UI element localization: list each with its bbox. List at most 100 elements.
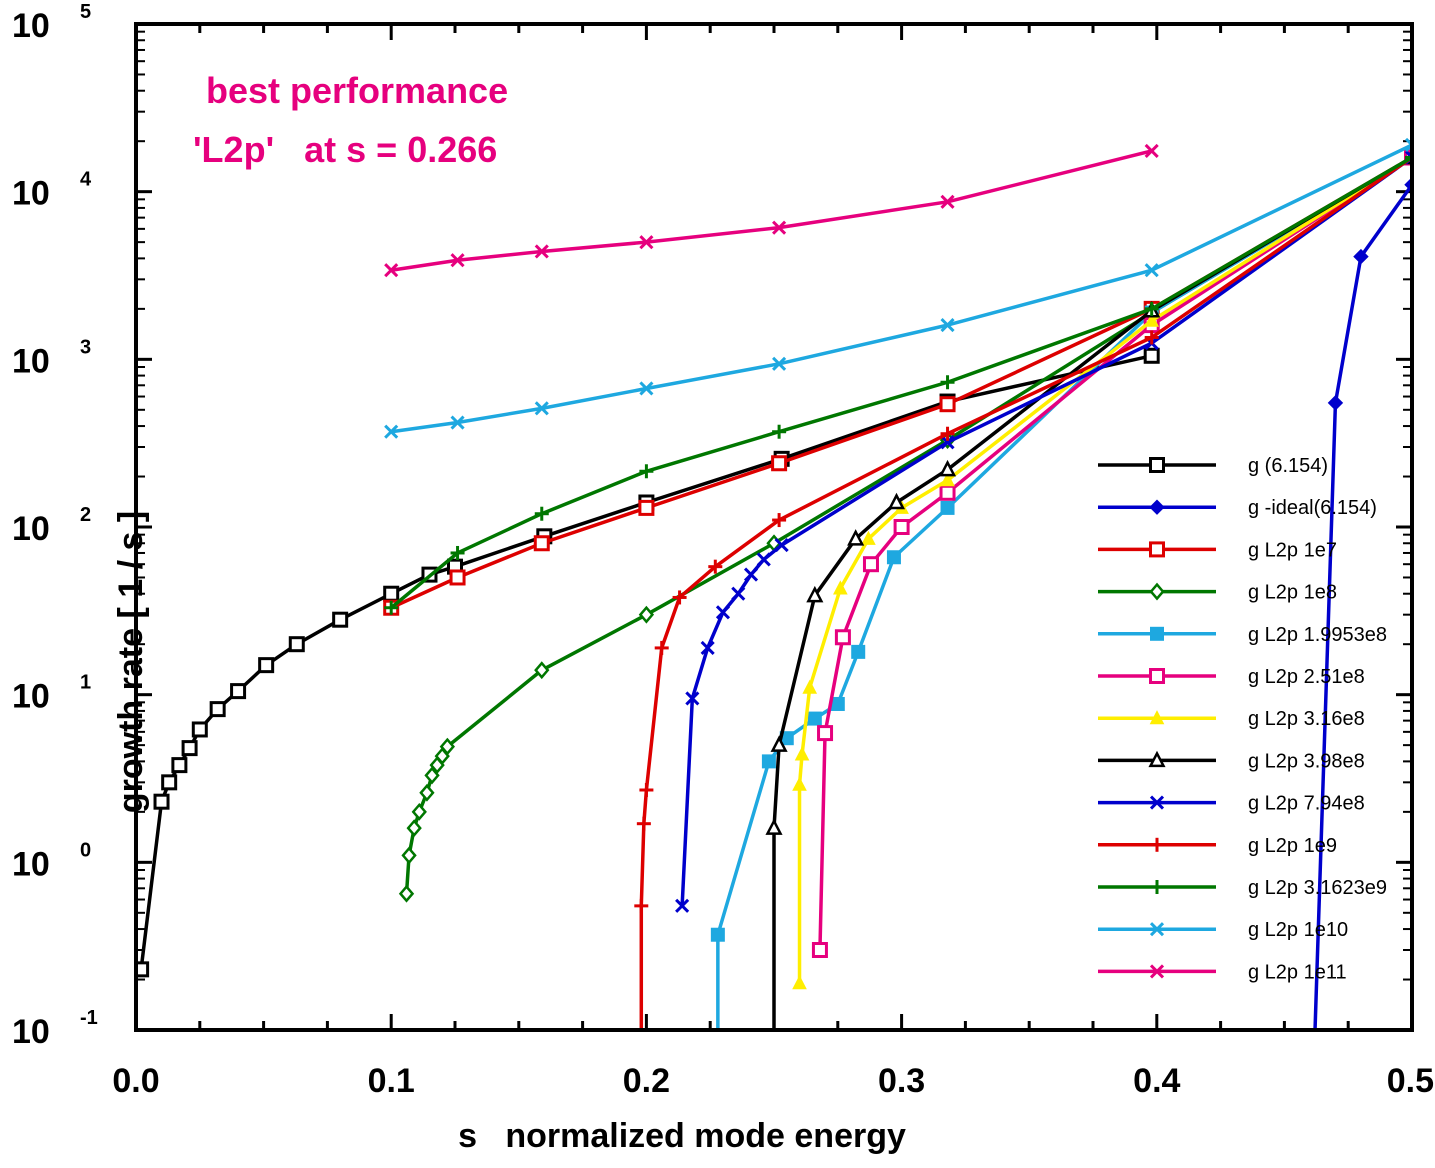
data-point xyxy=(710,927,725,942)
data-point xyxy=(756,552,771,567)
data-point xyxy=(792,776,807,791)
data-point xyxy=(765,818,783,835)
legend-label: g L2p 1e10 xyxy=(1248,919,1348,941)
legend-item: g -ideal(6.154) xyxy=(1098,497,1377,519)
legend-item: g L2p 3.1623e9 xyxy=(1098,877,1387,899)
data-point xyxy=(830,696,845,711)
data-point xyxy=(772,513,787,528)
x-tick-label: 0.1 xyxy=(368,1062,415,1100)
y-tick-exponent: 3 xyxy=(80,336,91,358)
data-point xyxy=(1144,301,1159,316)
data-point xyxy=(794,746,810,761)
data-point xyxy=(792,975,807,990)
data-point xyxy=(771,455,788,472)
data-point xyxy=(639,783,654,798)
legend: g (6.154) g -ideal(6.154) g L2p 1e7 g L2p 1… xyxy=(1098,455,1387,983)
data-point xyxy=(639,235,654,250)
series-line xyxy=(390,155,1412,610)
series-line xyxy=(390,155,1412,610)
data-point xyxy=(450,253,465,268)
data-point xyxy=(209,701,226,718)
series-4 xyxy=(710,150,1412,1030)
y-tick-label: 10 xyxy=(12,510,50,548)
legend-item: g L2p 3.98e8 xyxy=(1098,750,1365,772)
legend-label: g L2p 1e9 xyxy=(1248,835,1337,857)
data-point xyxy=(940,472,955,487)
data-point xyxy=(639,381,654,396)
data-point xyxy=(288,636,305,653)
y-tick-label: 10 xyxy=(12,342,50,380)
y-tick-label: 10 xyxy=(12,1013,50,1051)
data-point xyxy=(770,735,788,752)
y-tick-label: 10 xyxy=(12,175,50,213)
legend-item: g (6.154) xyxy=(1098,455,1328,477)
legend-label: g L2p 1.9953e8 xyxy=(1248,624,1387,646)
series-3 xyxy=(398,148,1412,903)
data-point-legend xyxy=(1149,922,1165,937)
series-6 xyxy=(792,149,1412,990)
data-point xyxy=(384,263,399,278)
data-point xyxy=(940,194,955,209)
y-axis-title: growth rate [ 1 / s ] xyxy=(112,511,150,813)
series-line xyxy=(390,149,1153,272)
data-point xyxy=(938,459,957,477)
x-tick-label: 0.0 xyxy=(112,1062,159,1100)
data-point xyxy=(940,426,955,441)
data-point xyxy=(939,484,956,501)
data-point xyxy=(772,220,787,235)
data-point xyxy=(685,691,700,706)
data-point-legend xyxy=(1149,668,1165,684)
data-point xyxy=(1144,312,1160,327)
data-point xyxy=(161,774,178,791)
data-point-legend xyxy=(1150,837,1164,852)
data-point xyxy=(1353,248,1369,265)
x-tick-label: 0.3 xyxy=(878,1062,925,1100)
data-point-legend xyxy=(1149,582,1165,601)
series-line xyxy=(390,143,1412,434)
legend-item: g L2p 1e10 xyxy=(1098,919,1348,941)
data-point xyxy=(1144,330,1159,345)
data-point xyxy=(807,711,822,726)
data-point xyxy=(772,424,787,439)
data-point xyxy=(384,424,399,439)
data-point xyxy=(638,499,655,516)
data-point xyxy=(893,519,910,535)
data-point xyxy=(1405,150,1412,165)
data-point xyxy=(450,545,465,560)
data-point xyxy=(708,559,723,574)
data-point xyxy=(384,600,399,615)
legend-label: g L2p 3.1623e9 xyxy=(1248,877,1387,899)
data-point xyxy=(731,586,746,601)
data-point xyxy=(383,585,400,602)
data-point xyxy=(191,721,208,738)
data-point xyxy=(1143,347,1160,364)
data-point xyxy=(406,819,422,838)
legend-item: g L2p 7.94e8 xyxy=(1098,793,1365,815)
x-axis-title: s normalized mode energy xyxy=(458,1117,906,1155)
data-point xyxy=(675,898,690,913)
data-point xyxy=(424,766,440,785)
data-point xyxy=(1404,137,1412,152)
data-point xyxy=(419,783,435,802)
data-point xyxy=(230,683,247,700)
data-point xyxy=(654,640,669,655)
data-point xyxy=(847,529,865,546)
series-11 xyxy=(384,137,1412,439)
data-point xyxy=(886,550,901,565)
data-point xyxy=(136,961,150,978)
legend-label: g L2p 3.16e8 xyxy=(1248,708,1365,730)
legend-item: g L2p 1e8 xyxy=(1098,582,1337,604)
data-point xyxy=(1327,395,1344,411)
legend-label: g L2p 1e7 xyxy=(1248,539,1337,561)
data-point-legend xyxy=(1149,541,1165,558)
data-point xyxy=(772,356,787,371)
data-point xyxy=(672,590,687,605)
legend-label: g L2p 1e8 xyxy=(1248,582,1337,604)
series-1 xyxy=(1313,177,1412,1030)
data-point xyxy=(940,375,955,390)
series-0 xyxy=(136,347,1160,978)
y-tick-label: 10 xyxy=(12,7,50,45)
data-point xyxy=(1144,143,1159,158)
data-point xyxy=(534,401,549,416)
